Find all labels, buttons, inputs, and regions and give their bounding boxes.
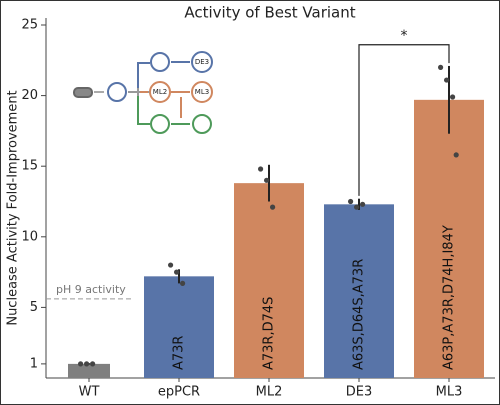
significance-label: *	[401, 28, 408, 44]
bar-label: A63P,A73R,D74H,I84Y	[442, 225, 457, 370]
x-tick-label: ML2	[256, 385, 283, 400]
bar	[414, 99, 484, 378]
diagram-arrow	[171, 91, 190, 118]
chart-title: Activity of Best Variant	[184, 4, 355, 22]
data-point	[180, 280, 186, 286]
y-tick-label: 20	[21, 88, 38, 103]
bar	[68, 363, 110, 378]
data-point	[354, 204, 360, 210]
data-point	[264, 177, 270, 183]
data-point	[168, 262, 174, 268]
data-point	[84, 361, 90, 367]
diagram-branch	[137, 96, 150, 125]
x-tick-label: WT	[79, 385, 100, 400]
diagram-circle	[149, 81, 171, 103]
significance-bracket	[358, 44, 450, 196]
diagram-label: DE3	[195, 58, 209, 66]
data-point	[78, 361, 84, 367]
y-axis-label: Nuclease Activity Fold-Improvement	[6, 90, 21, 325]
diagram-start	[73, 87, 93, 98]
y-tick-label: 10	[21, 229, 38, 244]
y-tick-label: 1	[30, 356, 38, 371]
reference-label: pH 9 activity	[56, 283, 126, 296]
diagram-label: ML3	[195, 88, 209, 96]
diagram-label: ML2	[153, 88, 167, 96]
data-point	[444, 77, 450, 83]
x-tick-label: ML3	[436, 385, 463, 400]
data-point	[360, 201, 366, 207]
y-tick-label: 5	[30, 300, 38, 315]
diagram-circle	[191, 81, 213, 103]
data-point	[450, 94, 456, 100]
data-point	[174, 269, 180, 275]
inset-diagram	[73, 51, 213, 134]
data-point	[453, 152, 459, 158]
data-point	[438, 64, 444, 70]
x-tick-label: DE3	[346, 385, 373, 400]
x-tick-label: epPCR	[158, 385, 200, 400]
bar-label: A63S,D64S,A73R	[352, 259, 367, 370]
diagram-circle	[107, 82, 127, 102]
diagram-circle	[192, 114, 212, 134]
data-point	[348, 198, 354, 205]
data-point	[258, 166, 264, 172]
bar-label: A73R,D74S	[262, 297, 277, 370]
y-tick-label: 25	[21, 18, 38, 33]
bar	[144, 276, 214, 378]
bar-label: A73R	[172, 336, 187, 370]
bar	[324, 204, 394, 378]
diagram-circle	[191, 51, 213, 73]
diagram-circle	[150, 52, 170, 72]
diagram-circle	[150, 114, 170, 134]
y-tick-label: 15	[21, 159, 38, 174]
data-point	[270, 204, 276, 210]
bar	[234, 183, 304, 378]
diagram-branch	[137, 62, 150, 88]
data-point	[90, 361, 96, 367]
